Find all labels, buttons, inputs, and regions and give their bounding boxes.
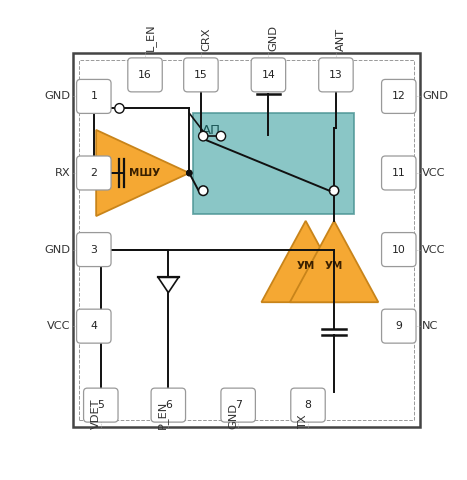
Text: 2: 2: [91, 168, 97, 178]
FancyBboxPatch shape: [382, 79, 416, 113]
Text: 1: 1: [91, 91, 97, 101]
Text: 15: 15: [194, 70, 208, 80]
Text: 14: 14: [262, 70, 275, 80]
Text: NC: NC: [422, 321, 439, 331]
Text: VCC: VCC: [422, 168, 446, 178]
Text: 9: 9: [396, 321, 402, 331]
FancyBboxPatch shape: [77, 156, 111, 190]
Text: 4: 4: [91, 321, 97, 331]
Circle shape: [329, 186, 339, 195]
Text: 6: 6: [165, 400, 172, 410]
FancyBboxPatch shape: [77, 233, 111, 266]
FancyBboxPatch shape: [251, 58, 286, 92]
Text: 16: 16: [138, 70, 152, 80]
Circle shape: [186, 169, 192, 176]
Polygon shape: [158, 277, 178, 293]
Text: 10: 10: [392, 245, 406, 254]
Text: 8: 8: [304, 400, 311, 410]
Text: GND: GND: [269, 25, 278, 51]
FancyBboxPatch shape: [291, 388, 325, 422]
FancyBboxPatch shape: [221, 388, 255, 422]
Polygon shape: [290, 221, 378, 302]
FancyBboxPatch shape: [382, 309, 416, 343]
Text: 5: 5: [97, 400, 104, 410]
Text: МШУ: МШУ: [129, 168, 161, 178]
Text: 11: 11: [392, 168, 406, 178]
Text: 12: 12: [392, 91, 406, 101]
Circle shape: [198, 186, 208, 195]
Circle shape: [216, 132, 226, 141]
FancyBboxPatch shape: [151, 388, 185, 422]
Text: P_EN: P_EN: [157, 401, 168, 429]
FancyBboxPatch shape: [77, 79, 111, 113]
Text: УМ: УМ: [325, 261, 343, 271]
Text: АП: АП: [202, 124, 221, 137]
FancyBboxPatch shape: [193, 113, 354, 214]
Circle shape: [95, 104, 104, 113]
Text: GND: GND: [422, 91, 448, 101]
Text: УМ: УМ: [297, 261, 315, 271]
FancyBboxPatch shape: [184, 58, 218, 92]
Text: CRX: CRX: [201, 27, 211, 51]
FancyBboxPatch shape: [318, 58, 353, 92]
Circle shape: [198, 132, 208, 141]
Text: ANT: ANT: [336, 28, 346, 51]
Text: RX: RX: [55, 168, 71, 178]
Text: GND: GND: [44, 91, 71, 101]
Text: VCC: VCC: [47, 321, 71, 331]
Circle shape: [186, 169, 192, 176]
Text: GND: GND: [228, 403, 238, 429]
Text: TX: TX: [298, 414, 308, 429]
FancyBboxPatch shape: [84, 388, 118, 422]
Circle shape: [115, 104, 124, 113]
Text: L_EN: L_EN: [145, 24, 156, 51]
Polygon shape: [96, 130, 189, 216]
Text: 7: 7: [235, 400, 241, 410]
Text: GND: GND: [44, 245, 71, 254]
FancyBboxPatch shape: [128, 58, 162, 92]
FancyBboxPatch shape: [73, 53, 420, 427]
Text: 3: 3: [91, 245, 97, 254]
Text: VDET: VDET: [91, 398, 101, 429]
FancyBboxPatch shape: [382, 156, 416, 190]
FancyBboxPatch shape: [77, 309, 111, 343]
Polygon shape: [262, 221, 350, 302]
Text: 13: 13: [329, 70, 343, 80]
Text: VCC: VCC: [422, 245, 446, 254]
FancyBboxPatch shape: [382, 233, 416, 266]
